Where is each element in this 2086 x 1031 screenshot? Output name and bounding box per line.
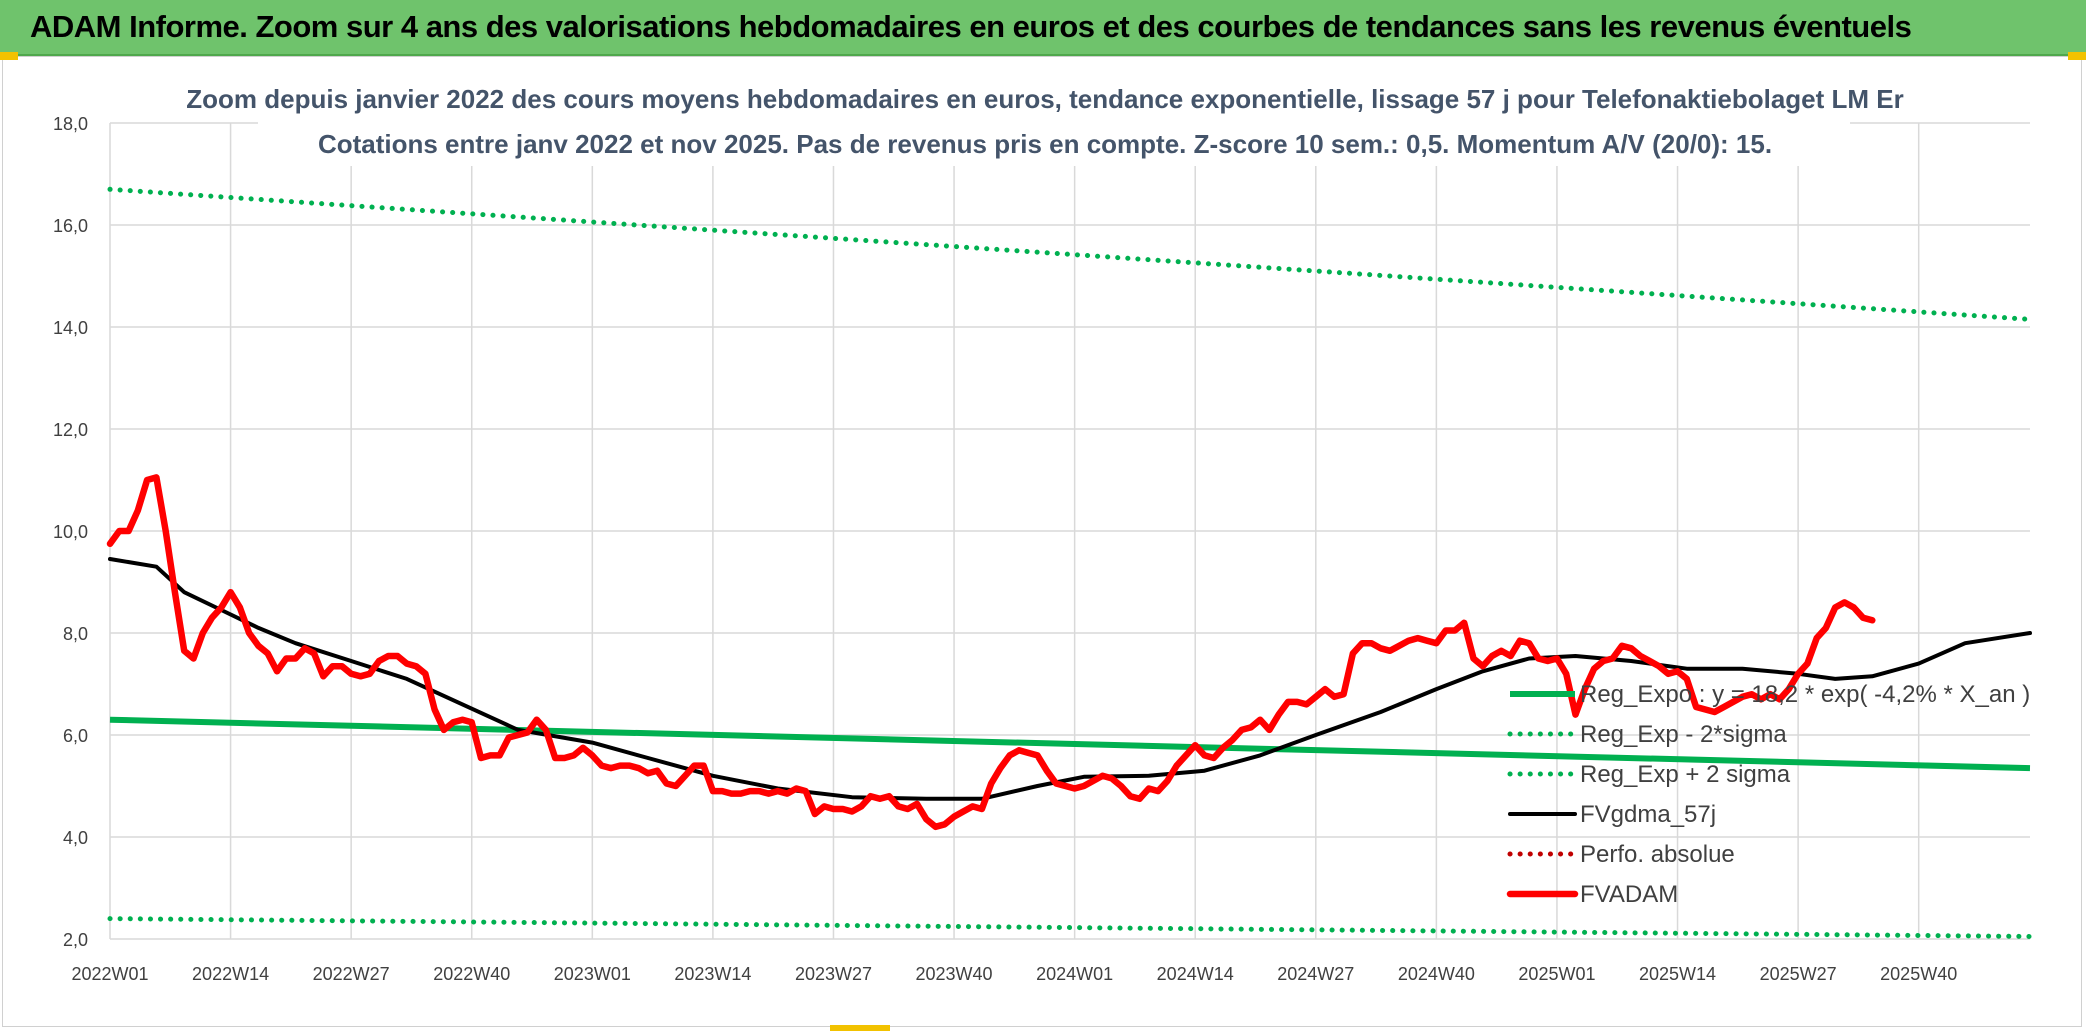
x-tick-label: 2023W14 (674, 964, 751, 984)
x-axis: 2022W01 2022W14 2022W27 2022W40 2023W01 2023W… (71, 964, 1957, 984)
x-tick-label: 2025W01 (1518, 964, 1595, 984)
y-tick-label: 2,0 (63, 930, 88, 950)
x-tick-label: 2022W40 (433, 964, 510, 984)
legend: Reg_Expo : y = 18,2 * exp( -4,2% * X_an … (1500, 672, 2030, 914)
x-tick-label: 2022W14 (192, 964, 269, 984)
report-banner: ADAM Informe. Zoom sur 4 ans des valoris… (0, 0, 2086, 56)
x-tick-label: 2024W14 (1157, 964, 1234, 984)
legend-label: Reg_Exp - 2*sigma (1580, 721, 1787, 748)
y-tick-label: 16,0 (53, 216, 88, 236)
legend-label: FVgdma_57j (1580, 801, 1716, 828)
series-line-3 (108, 557, 2032, 801)
y-tick-label: 12,0 (53, 420, 88, 440)
x-tick-label: 2025W27 (1760, 964, 1837, 984)
left-edge-mark (0, 52, 18, 60)
y-tick-label: 18,0 (53, 114, 88, 134)
title-backdrop (258, 88, 1850, 166)
legend-label: Reg_Expo : y = 18,2 * exp( -4,2% * X_an … (1580, 681, 2030, 708)
x-tick-label: 2024W27 (1277, 964, 1354, 984)
y-tick-label: 10,0 (53, 522, 88, 542)
chart-subtitle: Cotations entre janv 2022 et nov 2025. P… (318, 129, 1772, 159)
y-tick-label: 4,0 (63, 828, 88, 848)
series-line-5 (106, 474, 1876, 831)
right-edge-mark (2068, 52, 2086, 60)
series-line-2 (107, 186, 2033, 322)
chart-title: Zoom depuis janvier 2022 des cours moyen… (186, 84, 1903, 114)
x-tick-label: 2023W27 (795, 964, 872, 984)
x-tick-label: 2025W40 (1880, 964, 1957, 984)
chart-frame (2, 56, 2082, 1027)
legend-label: Perfo. absolue (1580, 841, 1735, 868)
x-tick-label: 2023W01 (554, 964, 631, 984)
y-tick-label: 6,0 (63, 726, 88, 746)
y-axis: 2,0 4,0 6,0 8,0 10,0 12,0 14,0 16,0 18,0 (53, 114, 88, 950)
y-tick-label: 8,0 (63, 624, 88, 644)
legend-box (1500, 672, 2020, 914)
x-tick-label: 2022W01 (71, 964, 148, 984)
y-tick-label: 14,0 (53, 318, 88, 338)
series-line-0 (109, 716, 2031, 772)
legend-label: Reg_Exp + 2 sigma (1580, 761, 1791, 788)
legend-label: FVADAM (1580, 881, 1678, 908)
x-tick-label: 2025W14 (1639, 964, 1716, 984)
series-line-1 (107, 916, 2033, 939)
x-tick-label: 2024W01 (1036, 964, 1113, 984)
report-title: ADAM Informe. Zoom sur 4 ans des valoris… (30, 9, 1912, 44)
x-tick-label: 2024W40 (1398, 964, 1475, 984)
x-tick-label: 2023W40 (916, 964, 993, 984)
x-tick-label: 2022W27 (313, 964, 390, 984)
series-lines (106, 186, 2033, 939)
bottom-edge-mark (830, 1025, 890, 1031)
